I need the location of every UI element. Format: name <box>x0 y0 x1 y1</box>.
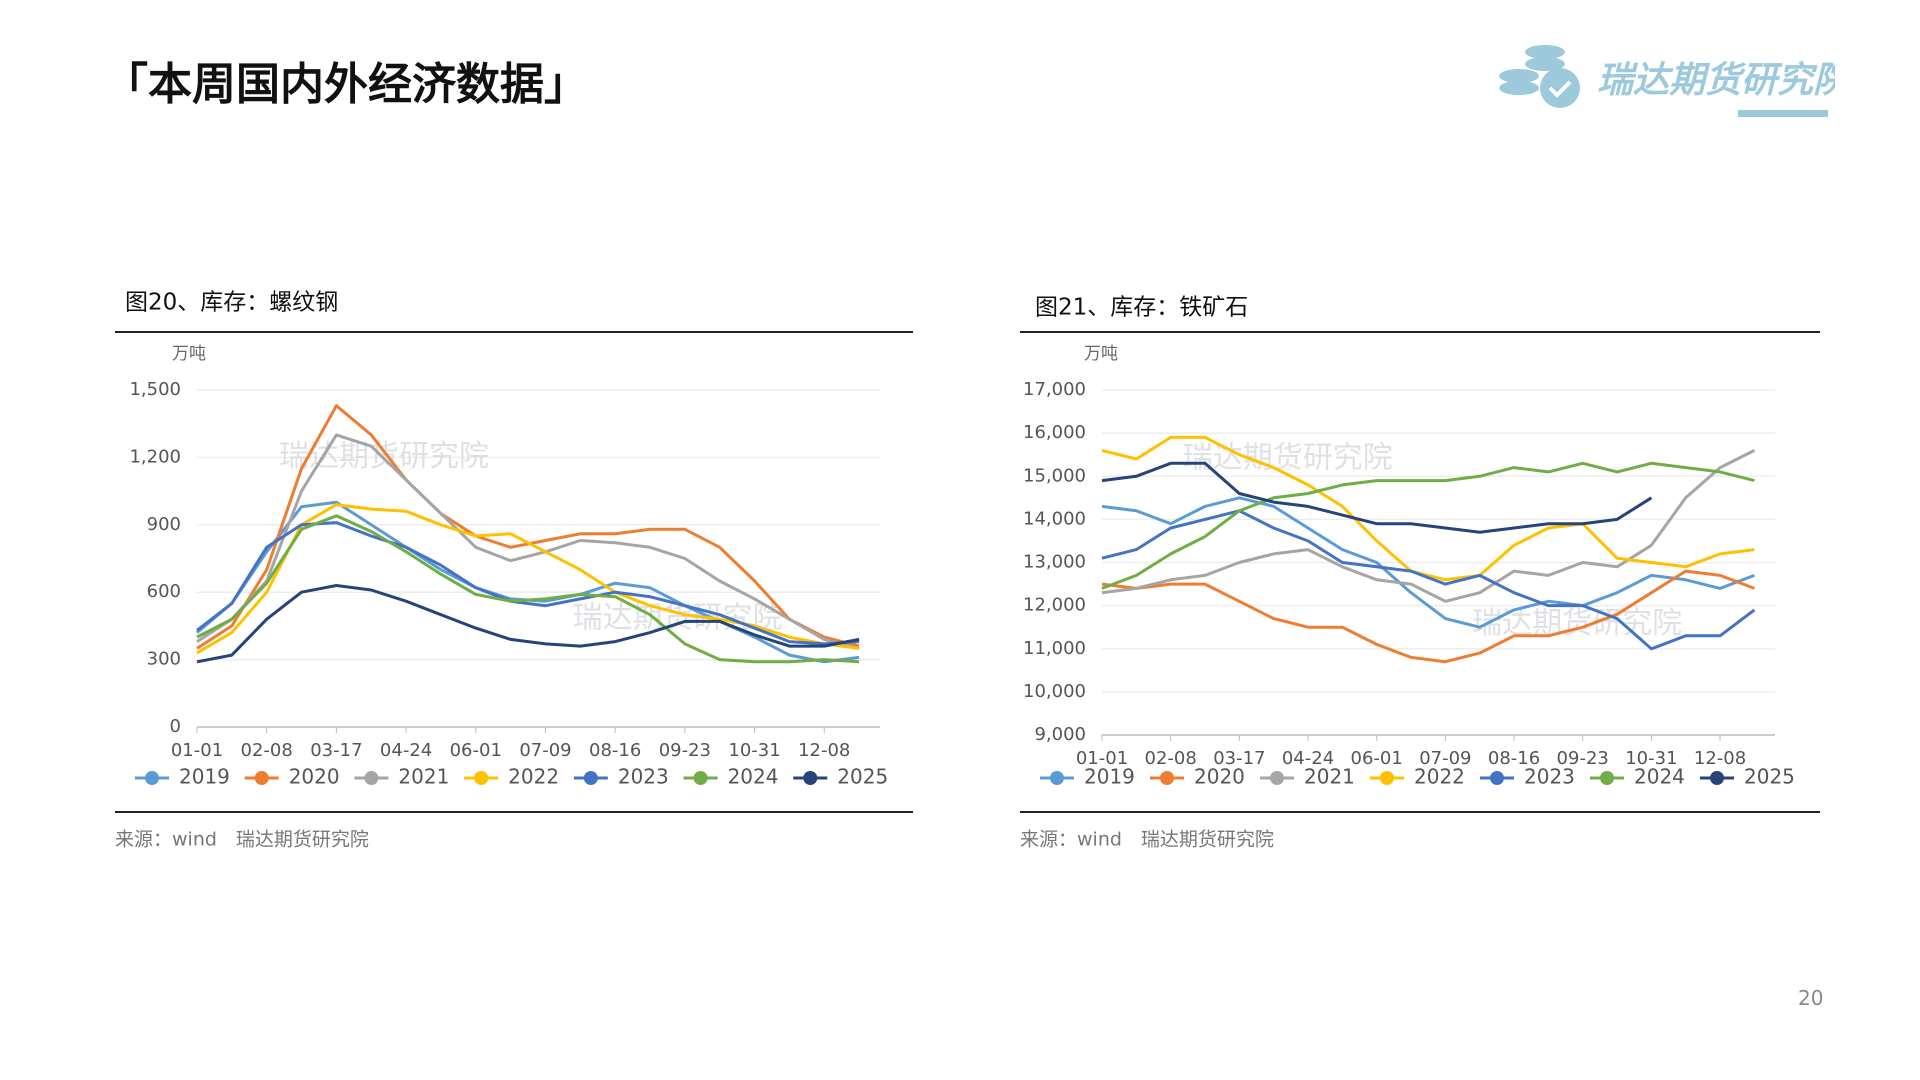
series-line <box>196 521 860 646</box>
series-line <box>1101 461 1755 590</box>
legend-marker <box>1490 771 1504 785</box>
legend-label: 2020 <box>289 765 340 789</box>
watermark: 瑞达期货研究院 <box>279 439 489 474</box>
legend-label: 2024 <box>728 765 779 789</box>
x-tick-label: 03-17 <box>1213 748 1265 769</box>
series-line <box>1101 496 1755 629</box>
x-tick-label: 12-08 <box>798 740 850 761</box>
legend-marker <box>254 771 269 785</box>
legend-marker <box>693 771 708 785</box>
x-tick-label: 01-01 <box>171 740 223 761</box>
y-axis-unit: 万吨 <box>172 344 206 364</box>
chart-title: 图21、库存：铁矿石 <box>1035 295 1248 321</box>
y-tick-label: 16,000 <box>1023 422 1086 443</box>
x-tick-label: 02-08 <box>1145 748 1197 769</box>
x-tick-label: 09-23 <box>1557 748 1609 769</box>
legend-label: 2021 <box>398 765 449 789</box>
x-tick-label: 06-01 <box>450 740 502 761</box>
x-tick-label: 08-16 <box>1488 748 1540 769</box>
y-tick-label: 11,000 <box>1023 638 1086 659</box>
series-line <box>1101 435 1755 582</box>
y-tick-label: 300 <box>147 649 181 670</box>
y-tick-label: 1,500 <box>129 379 181 400</box>
series-line <box>1101 449 1756 603</box>
x-tick-label: 10-31 <box>1625 748 1677 769</box>
series-line <box>1101 461 1653 534</box>
legend-label: 2019 <box>1084 765 1135 789</box>
x-tick-label: 02-08 <box>241 740 293 761</box>
series-line <box>1101 569 1755 664</box>
legend-label: 2024 <box>1634 765 1685 789</box>
x-tick-label: 10-31 <box>728 740 780 761</box>
logo: 瑞达期货研究院 <box>1499 45 1835 117</box>
legend-label: 2022 <box>508 765 559 789</box>
x-tick-label: 04-24 <box>1282 748 1334 769</box>
logo-coin <box>1499 69 1539 83</box>
logo-check-circle <box>1540 68 1580 108</box>
chart-title: 图20、库存：螺纹钢 <box>125 290 338 316</box>
y-tick-label: 15,000 <box>1023 465 1086 486</box>
legend-marker <box>364 771 379 785</box>
legend-label: 2020 <box>1194 765 1245 789</box>
y-tick-label: 17,000 <box>1023 379 1086 400</box>
x-tick-label: 06-01 <box>1351 748 1403 769</box>
y-tick-label: 12,000 <box>1023 595 1086 616</box>
legend-marker <box>474 771 489 785</box>
legend-marker <box>1380 771 1394 785</box>
y-tick-label: 10,000 <box>1023 681 1086 702</box>
legend-marker <box>1600 771 1614 785</box>
y-tick-label: 600 <box>147 581 181 602</box>
watermark: 瑞达期货研究院 <box>573 601 783 636</box>
source-note: 来源：wind 瑞达期货研究院 <box>115 829 369 851</box>
y-tick-label: 14,000 <box>1023 508 1086 529</box>
x-tick-label: 07-09 <box>519 740 571 761</box>
y-tick-label: 1,200 <box>129 446 181 467</box>
legend-marker <box>1050 771 1064 785</box>
logo-bar <box>1738 110 1828 117</box>
logo-text: 瑞达期货研究院 <box>1597 60 1835 101</box>
y-tick-label: 13,000 <box>1023 552 1086 573</box>
slide-title: 「本周国内外经济数据」 <box>104 59 588 110</box>
legend-label: 2021 <box>1304 765 1355 789</box>
logo-coin <box>1525 57 1565 71</box>
x-tick-label: 12-08 <box>1694 748 1746 769</box>
legend-label: 2025 <box>837 765 888 789</box>
watermark: 瑞达期货研究院 <box>1472 606 1682 641</box>
series-line <box>196 584 860 664</box>
legend-marker <box>803 771 818 785</box>
x-tick-label: 09-23 <box>659 740 711 761</box>
legend-label: 2025 <box>1744 765 1795 789</box>
series-line <box>1101 509 1756 651</box>
legend-label: 2022 <box>1414 765 1465 789</box>
legend-label: 2023 <box>1524 765 1575 789</box>
source-note: 来源：wind 瑞达期货研究院 <box>1020 829 1274 851</box>
legend-marker <box>1160 771 1174 785</box>
legend-label: 2023 <box>618 765 669 789</box>
series-line <box>196 433 860 650</box>
y-tick-label: 0 <box>170 716 181 737</box>
x-tick-label: 03-17 <box>310 740 362 761</box>
x-tick-label: 08-16 <box>589 740 641 761</box>
x-tick-label: 01-01 <box>1076 748 1128 769</box>
series-line <box>196 514 860 664</box>
legend-marker <box>583 771 598 785</box>
legend-marker <box>145 771 159 785</box>
y-tick-label: 900 <box>147 514 181 535</box>
watermark: 瑞达期货研究院 <box>1183 441 1393 476</box>
x-tick-label: 04-24 <box>380 740 432 761</box>
logo-coin <box>1499 81 1539 95</box>
logo-check <box>1548 80 1572 98</box>
y-axis-unit: 万吨 <box>1084 344 1118 364</box>
y-tick-label: 9,000 <box>1034 724 1086 745</box>
legend-label: 2019 <box>179 765 230 789</box>
legend-marker <box>1710 771 1724 785</box>
logo-coin <box>1525 45 1565 59</box>
x-tick-label: 07-09 <box>1419 748 1471 769</box>
page-number: 20 <box>1798 986 1824 1010</box>
legend-marker <box>1270 771 1284 785</box>
